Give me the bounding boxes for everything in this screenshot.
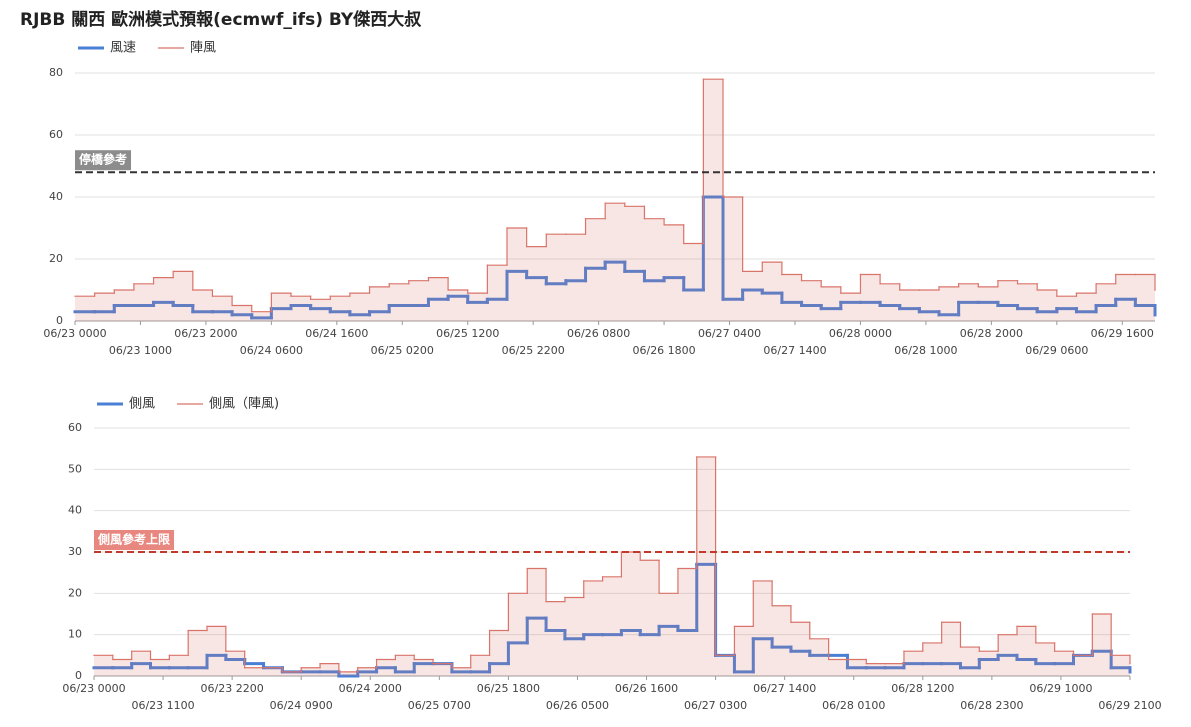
x-tick-label: 06/28 2300 xyxy=(960,699,1023,712)
x-tick-label: 06/23 1100 xyxy=(131,699,194,712)
x-tick-label: 06/27 1400 xyxy=(753,682,816,695)
x-tick-label: 06/26 0500 xyxy=(546,699,609,712)
x-tick-label: 06/29 1600 xyxy=(1091,327,1154,340)
y-tick-label: 80 xyxy=(49,66,63,79)
x-tick-label: 06/26 0800 xyxy=(567,327,630,340)
x-tick-label: 06/24 1600 xyxy=(305,327,368,340)
y-tick-label: 10 xyxy=(68,628,82,641)
y-tick-label: 30 xyxy=(68,545,82,558)
x-tick-label: 06/23 1000 xyxy=(109,344,172,357)
reference-label: 側風參考上限 xyxy=(97,532,170,547)
y-tick-label: 60 xyxy=(68,421,82,434)
area-fill xyxy=(94,456,1130,676)
area-fill xyxy=(75,79,1155,321)
y-tick-label: 20 xyxy=(68,586,82,599)
x-tick-label: 06/29 0600 xyxy=(1025,344,1088,357)
x-tick-label: 06/26 1600 xyxy=(615,682,678,695)
y-tick-label: 60 xyxy=(49,128,63,141)
x-tick-label: 06/25 2200 xyxy=(502,344,565,357)
legend-label: 側風 xyxy=(129,397,155,412)
x-tick-label: 06/23 2000 xyxy=(174,327,237,340)
x-tick-label: 06/25 1800 xyxy=(477,682,540,695)
x-tick-label: 06/26 1800 xyxy=(632,344,695,357)
x-tick-label: 06/23 0000 xyxy=(62,682,125,695)
x-tick-label: 06/23 2200 xyxy=(201,682,264,695)
y-tick-label: 0 xyxy=(75,669,82,682)
legend-label: 風速 xyxy=(110,41,136,56)
x-tick-label: 06/24 2000 xyxy=(339,682,402,695)
y-tick-label: 40 xyxy=(49,190,63,203)
x-tick-label: 06/28 0100 xyxy=(822,699,885,712)
x-tick-label: 06/28 1200 xyxy=(891,682,954,695)
x-tick-label: 06/27 1400 xyxy=(763,344,826,357)
x-tick-label: 06/28 2000 xyxy=(960,327,1023,340)
x-tick-label: 06/28 0000 xyxy=(829,327,892,340)
x-tick-label: 06/25 0700 xyxy=(408,699,471,712)
x-tick-label: 06/25 0200 xyxy=(371,344,434,357)
y-tick-label: 50 xyxy=(68,462,82,475)
reference-label: 停橋參考 xyxy=(79,152,127,167)
reference-label-bg xyxy=(75,150,132,171)
x-tick-label: 06/24 0600 xyxy=(240,344,303,357)
x-tick-label: 06/27 0400 xyxy=(698,327,761,340)
y-tick-label: 40 xyxy=(68,504,82,517)
legend-label: 陣風 xyxy=(190,41,216,56)
x-tick-label: 06/24 0900 xyxy=(270,699,333,712)
reference-label-bg xyxy=(94,530,175,550)
x-tick-label: 06/27 0300 xyxy=(684,699,747,712)
x-tick-label: 06/23 0000 xyxy=(43,327,106,340)
x-tick-label: 06/29 1000 xyxy=(1029,682,1092,695)
page-title: RJBB 關西 歐洲模式預報(ecmwf_ifs) BY傑西大叔 xyxy=(20,9,422,30)
x-tick-label: 06/29 2100 xyxy=(1098,699,1161,712)
x-tick-label: 06/25 1200 xyxy=(436,327,499,340)
y-tick-label: 20 xyxy=(49,252,63,265)
y-tick-label: 0 xyxy=(56,314,63,327)
legend-label: 側風（陣風) xyxy=(209,397,279,412)
x-tick-label: 06/28 1000 xyxy=(894,344,957,357)
